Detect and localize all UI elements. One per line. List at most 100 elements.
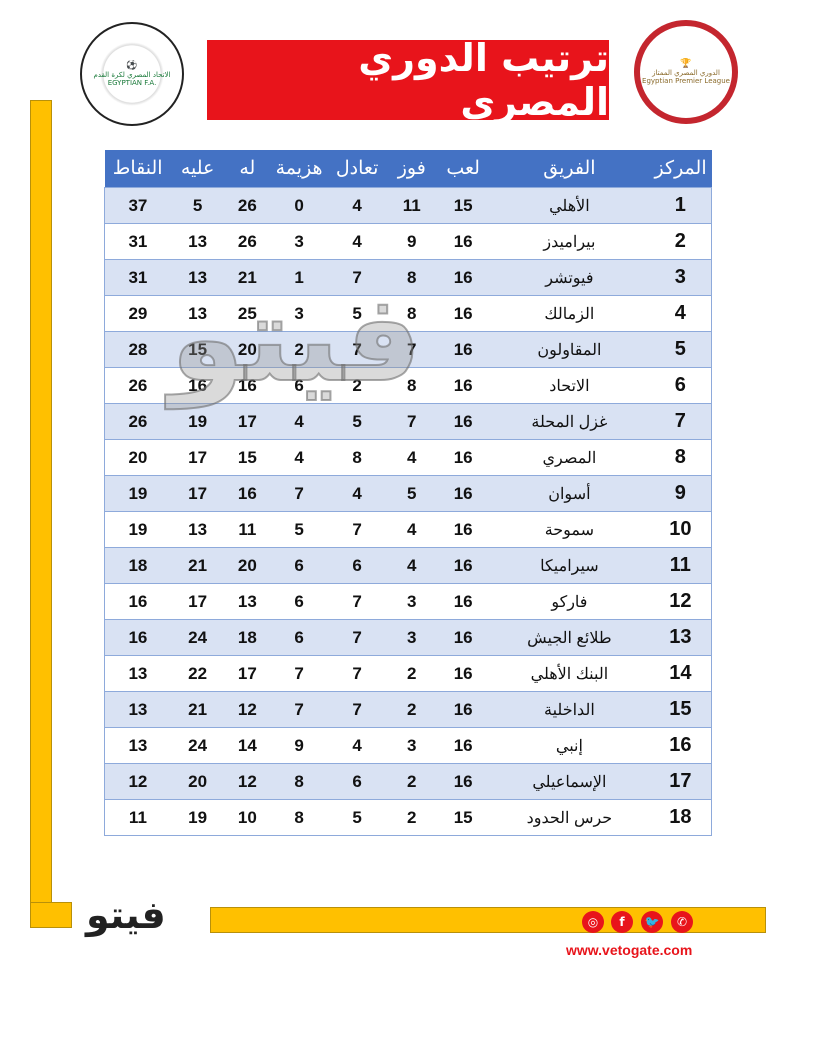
stat-cell: 16 [104,583,171,620]
stat-cell: 8 [386,259,438,296]
stat-cell: 22 [170,655,225,692]
stat-cell: 6 [270,547,328,584]
stat-cell: 3 [386,619,438,656]
stat-cell: 7 [270,475,328,512]
table-row: 2 بيراميدز 16 9 4 3 26 13 31 [104,223,712,260]
table-row: 17 الإسماعيلي 16 2 6 8 12 20 12 [104,763,712,800]
stat-cell: 26 [224,187,271,224]
stat-cell: 17 [224,403,271,440]
table-row: 8 المصري 16 4 8 4 15 17 20 [104,439,712,476]
stat-cell: 16 [437,691,490,728]
stat-cell: 21 [170,547,225,584]
team-name: البنك الأهلي [489,655,650,692]
stat-cell: 7 [327,619,387,656]
standings-table: المركز الفريق لعب فوز تعادل هزيمة له عليه النقاط… [104,150,712,836]
stat-cell: 2 [386,799,438,836]
page-title: ترتيب الدوري المصري [207,36,609,124]
stat-cell: 15 [437,187,490,224]
stat-cell: 4 [327,727,387,764]
stat-cell: 4 [386,439,438,476]
stat-cell: 4 [327,475,387,512]
team-name: الزمالك [489,295,650,332]
stat-cell: 13 [104,691,171,728]
trophy-icon: 🏆 [680,59,692,69]
instagram-icon[interactable]: ◎ [582,911,604,933]
position-cell: 1 [649,187,712,224]
stat-cell: 26 [104,403,171,440]
twitter-icon[interactable]: 🐦 [641,911,663,933]
stat-cell: 16 [437,223,490,260]
stat-cell: 13 [170,223,225,260]
stat-cell: 7 [386,403,438,440]
table-row: 11 سيراميكا 16 4 6 6 20 21 18 [104,547,712,584]
column-header: النقاط [104,150,171,188]
veto-logo: فيتو [86,893,166,937]
position-cell: 13 [649,619,712,656]
stat-cell: 16 [437,403,490,440]
team-name: سموحة [489,511,650,548]
position-cell: 10 [649,511,712,548]
position-cell: 17 [649,763,712,800]
stat-cell: 16 [224,475,271,512]
stat-cell: 8 [270,763,328,800]
team-name: غزل المحلة [489,403,650,440]
stat-cell: 11 [386,187,438,224]
decorative-bar [30,902,72,928]
stat-cell: 11 [224,511,271,548]
stat-cell: 6 [270,619,328,656]
team-name: طلائع الجيش [489,619,650,656]
stat-cell: 8 [386,367,438,404]
stat-cell: 26 [104,367,171,404]
stat-cell: 3 [270,223,328,260]
stat-cell: 7 [327,331,387,368]
stat-cell: 16 [437,619,490,656]
stat-cell: 13 [170,259,225,296]
position-cell: 16 [649,727,712,764]
column-header: عليه [170,150,225,188]
stat-cell: 4 [386,511,438,548]
stat-cell: 18 [224,619,271,656]
table-row: 7 غزل المحلة 16 7 5 4 17 19 26 [104,403,712,440]
stat-cell: 2 [386,691,438,728]
stat-cell: 24 [170,619,225,656]
stat-cell: 7 [270,691,328,728]
table-row: 15 الداخلية 16 2 7 7 12 21 13 [104,691,712,728]
table-row: 3 فيوتشر 16 8 7 1 21 13 31 [104,259,712,296]
stat-cell: 16 [437,295,490,332]
table-row: 13 طلائع الجيش 16 3 7 6 18 24 16 [104,619,712,656]
efa-logo-text: الاتحاد المصري لكرة القدم EGYPTIAN F.A. [93,71,171,87]
team-name: بيراميدز [489,223,650,260]
position-cell: 8 [649,439,712,476]
column-header: فوز [386,150,438,188]
stat-cell: 5 [270,511,328,548]
position-cell: 15 [649,691,712,728]
stat-cell: 6 [270,583,328,620]
stat-cell: 16 [437,583,490,620]
stat-cell: 17 [170,475,225,512]
stat-cell: 11 [104,799,171,836]
team-name: المصري [489,439,650,476]
stat-cell: 4 [386,547,438,584]
decorative-bar [30,100,52,928]
stat-cell: 5 [327,295,387,332]
stat-cell: 16 [437,259,490,296]
website-link[interactable]: www.vetogate.com [566,942,693,958]
stat-cell: 15 [224,439,271,476]
team-name: حرس الحدود [489,799,650,836]
stat-cell: 9 [386,223,438,260]
facebook-icon[interactable]: f [611,911,633,933]
whatsapp-icon[interactable]: ✆ [671,911,693,933]
position-cell: 9 [649,475,712,512]
stat-cell: 29 [104,295,171,332]
table-row: 12 فاركو 16 3 7 6 13 17 16 [104,583,712,620]
stat-cell: 3 [270,295,328,332]
stat-cell: 12 [224,763,271,800]
stat-cell: 31 [104,223,171,260]
stat-cell: 7 [386,331,438,368]
stat-cell: 4 [270,439,328,476]
stat-cell: 12 [104,763,171,800]
stat-cell: 20 [224,331,271,368]
team-name: سيراميكا [489,547,650,584]
team-name: الأهلي [489,187,650,224]
